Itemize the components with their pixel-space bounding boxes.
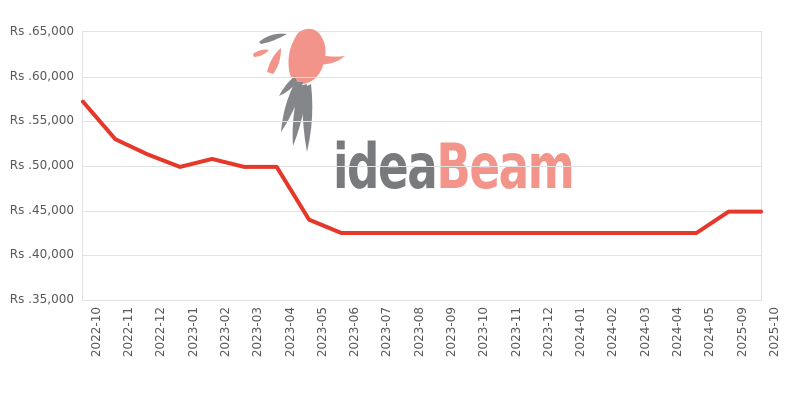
x-axis-label: 2022-10	[89, 307, 103, 358]
x-axis-label: 2023-05	[315, 307, 329, 358]
x-axis-label: 2023-08	[411, 307, 426, 358]
y-axis-label: Rs .60,000	[9, 68, 74, 83]
y-axis-label: Rs .65,000	[9, 24, 74, 38]
y-axis-label: Rs .55,000	[9, 113, 74, 128]
y-axis-label: Rs .45,000	[9, 202, 74, 217]
price-line-series	[81, 99, 763, 235]
hummingbird-logo-icon	[253, 28, 345, 152]
gridline	[83, 255, 761, 257]
x-axis-label: 2023-11	[508, 307, 523, 358]
price-line	[81, 99, 763, 235]
x-axis-label: 2024-02	[605, 307, 620, 358]
y-axis-label: Rs .50,000	[9, 158, 74, 172]
x-axis-label: 2023-02	[218, 307, 233, 358]
x-axis-label: 2022-11	[121, 307, 136, 358]
x-axis-label: 2023-03	[250, 307, 265, 358]
plot-area: ideaBeam	[81, 28, 763, 301]
x-axis-label: 2023-12	[541, 307, 555, 358]
x-axis-label: 2023-10	[476, 307, 491, 358]
x-axis-label: 2023-01	[185, 307, 200, 358]
x-axis-label: 2023-04	[282, 307, 297, 358]
gridline	[83, 166, 761, 167]
x-axis-label: 2025-10	[767, 307, 781, 358]
x-axis-label: 2024-05	[702, 307, 717, 358]
x-axis-label: 2023-07	[379, 307, 394, 358]
y-axis-label: Rs .40,000	[9, 247, 74, 262]
gridline	[83, 210, 761, 212]
x-axis-label: 2024-03	[637, 307, 652, 358]
y-axis-label: Rs .35,000	[9, 292, 74, 306]
gridline	[83, 121, 761, 123]
x-axis-label: 2023-09	[444, 307, 459, 358]
x-axis-label: 2023-06	[347, 307, 362, 358]
x-axis-label: 2024-04	[670, 307, 685, 358]
x-axis-label: 2022-12	[153, 307, 168, 358]
x-axis-label: 2024-01	[573, 307, 588, 358]
x-axis-label: 2025-09	[734, 307, 749, 358]
gridline	[83, 76, 761, 78]
